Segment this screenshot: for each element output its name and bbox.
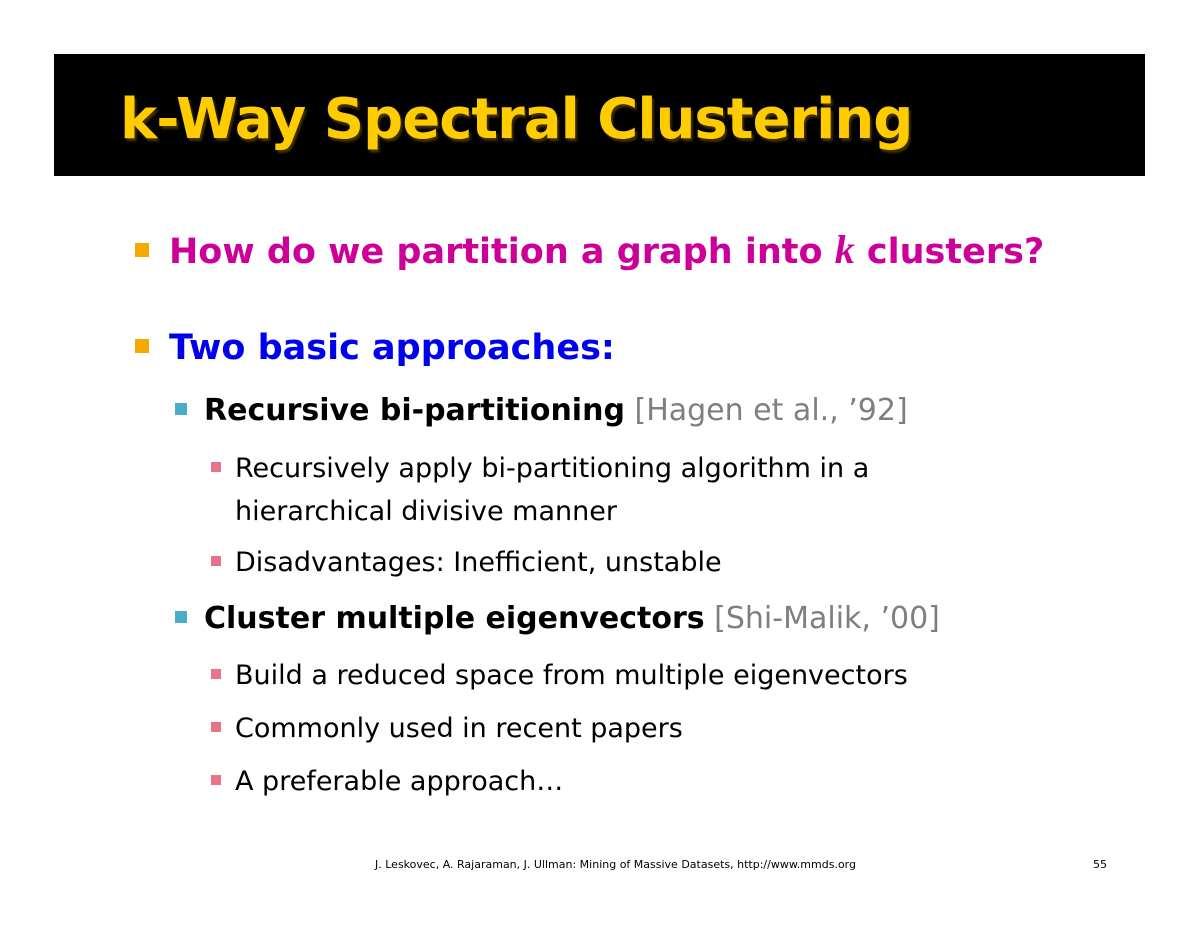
square-bullet-icon	[175, 402, 187, 415]
square-bullet-icon	[135, 339, 149, 353]
footer-credit: J. Leskovec, A. Rajaraman, J. Ullman: Mi…	[375, 858, 856, 871]
detail-bullet-recursively-apply: Recursively apply bi-partitioning algori…	[211, 455, 869, 482]
slide-title: k-Way Spectral Clustering	[120, 87, 913, 152]
detail-text: Build a reduced space from multiple eige…	[235, 660, 908, 691]
sub-bullet-cluster-eigenvectors: Cluster multiple eigenvectors [Shi-Malik…	[175, 604, 940, 634]
page-number: 55	[1093, 858, 1107, 871]
detail-text-line2: hierarchical divisive manner	[235, 496, 617, 527]
detail-text: A preferable approach…	[235, 766, 564, 797]
square-bullet-icon	[175, 610, 187, 623]
approaches-text: Two basic approaches:	[169, 328, 615, 368]
square-bullet-icon	[211, 555, 221, 566]
detail-bullet-disadvantages: Disadvantages: Inefficient, unstable	[211, 549, 722, 576]
bullet-approaches: Two basic approaches:	[135, 331, 615, 366]
detail-text: Commonly used in recent papers	[235, 713, 683, 744]
detail-bullet-preferable: A preferable approach…	[211, 768, 563, 795]
square-bullet-icon	[211, 461, 221, 472]
question-text-before: How do we partition a graph into	[169, 232, 835, 272]
detail-bullet-commonly-used: Commonly used in recent papers	[211, 715, 683, 742]
square-bullet-icon	[135, 243, 149, 257]
square-bullet-icon	[211, 721, 221, 732]
citation: [Shi-Malik, ’00]	[714, 601, 940, 636]
sub-bullet-recursive-bipartitioning: Recursive bi-partitioning [Hagen et al.,…	[175, 396, 908, 426]
title-bar: k-Way Spectral Clustering	[54, 54, 1145, 176]
question-text-after: clusters?	[854, 232, 1045, 272]
approach-label: Recursive bi-partitioning	[204, 393, 625, 428]
approach-label: Cluster multiple eigenvectors	[204, 601, 705, 636]
citation: [Hagen et al., ’92]	[634, 393, 908, 428]
detail-text-line1: Recursively apply bi-partitioning algori…	[235, 453, 870, 484]
square-bullet-icon	[211, 774, 221, 785]
square-bullet-icon	[211, 668, 221, 679]
bullet-question: How do we partition a graph into k clust…	[135, 230, 1044, 270]
detail-text: Disadvantages: Inefficient, unstable	[235, 547, 722, 578]
detail-bullet-reduced-space: Build a reduced space from multiple eige…	[211, 662, 908, 689]
variable-k: k	[834, 227, 855, 272]
